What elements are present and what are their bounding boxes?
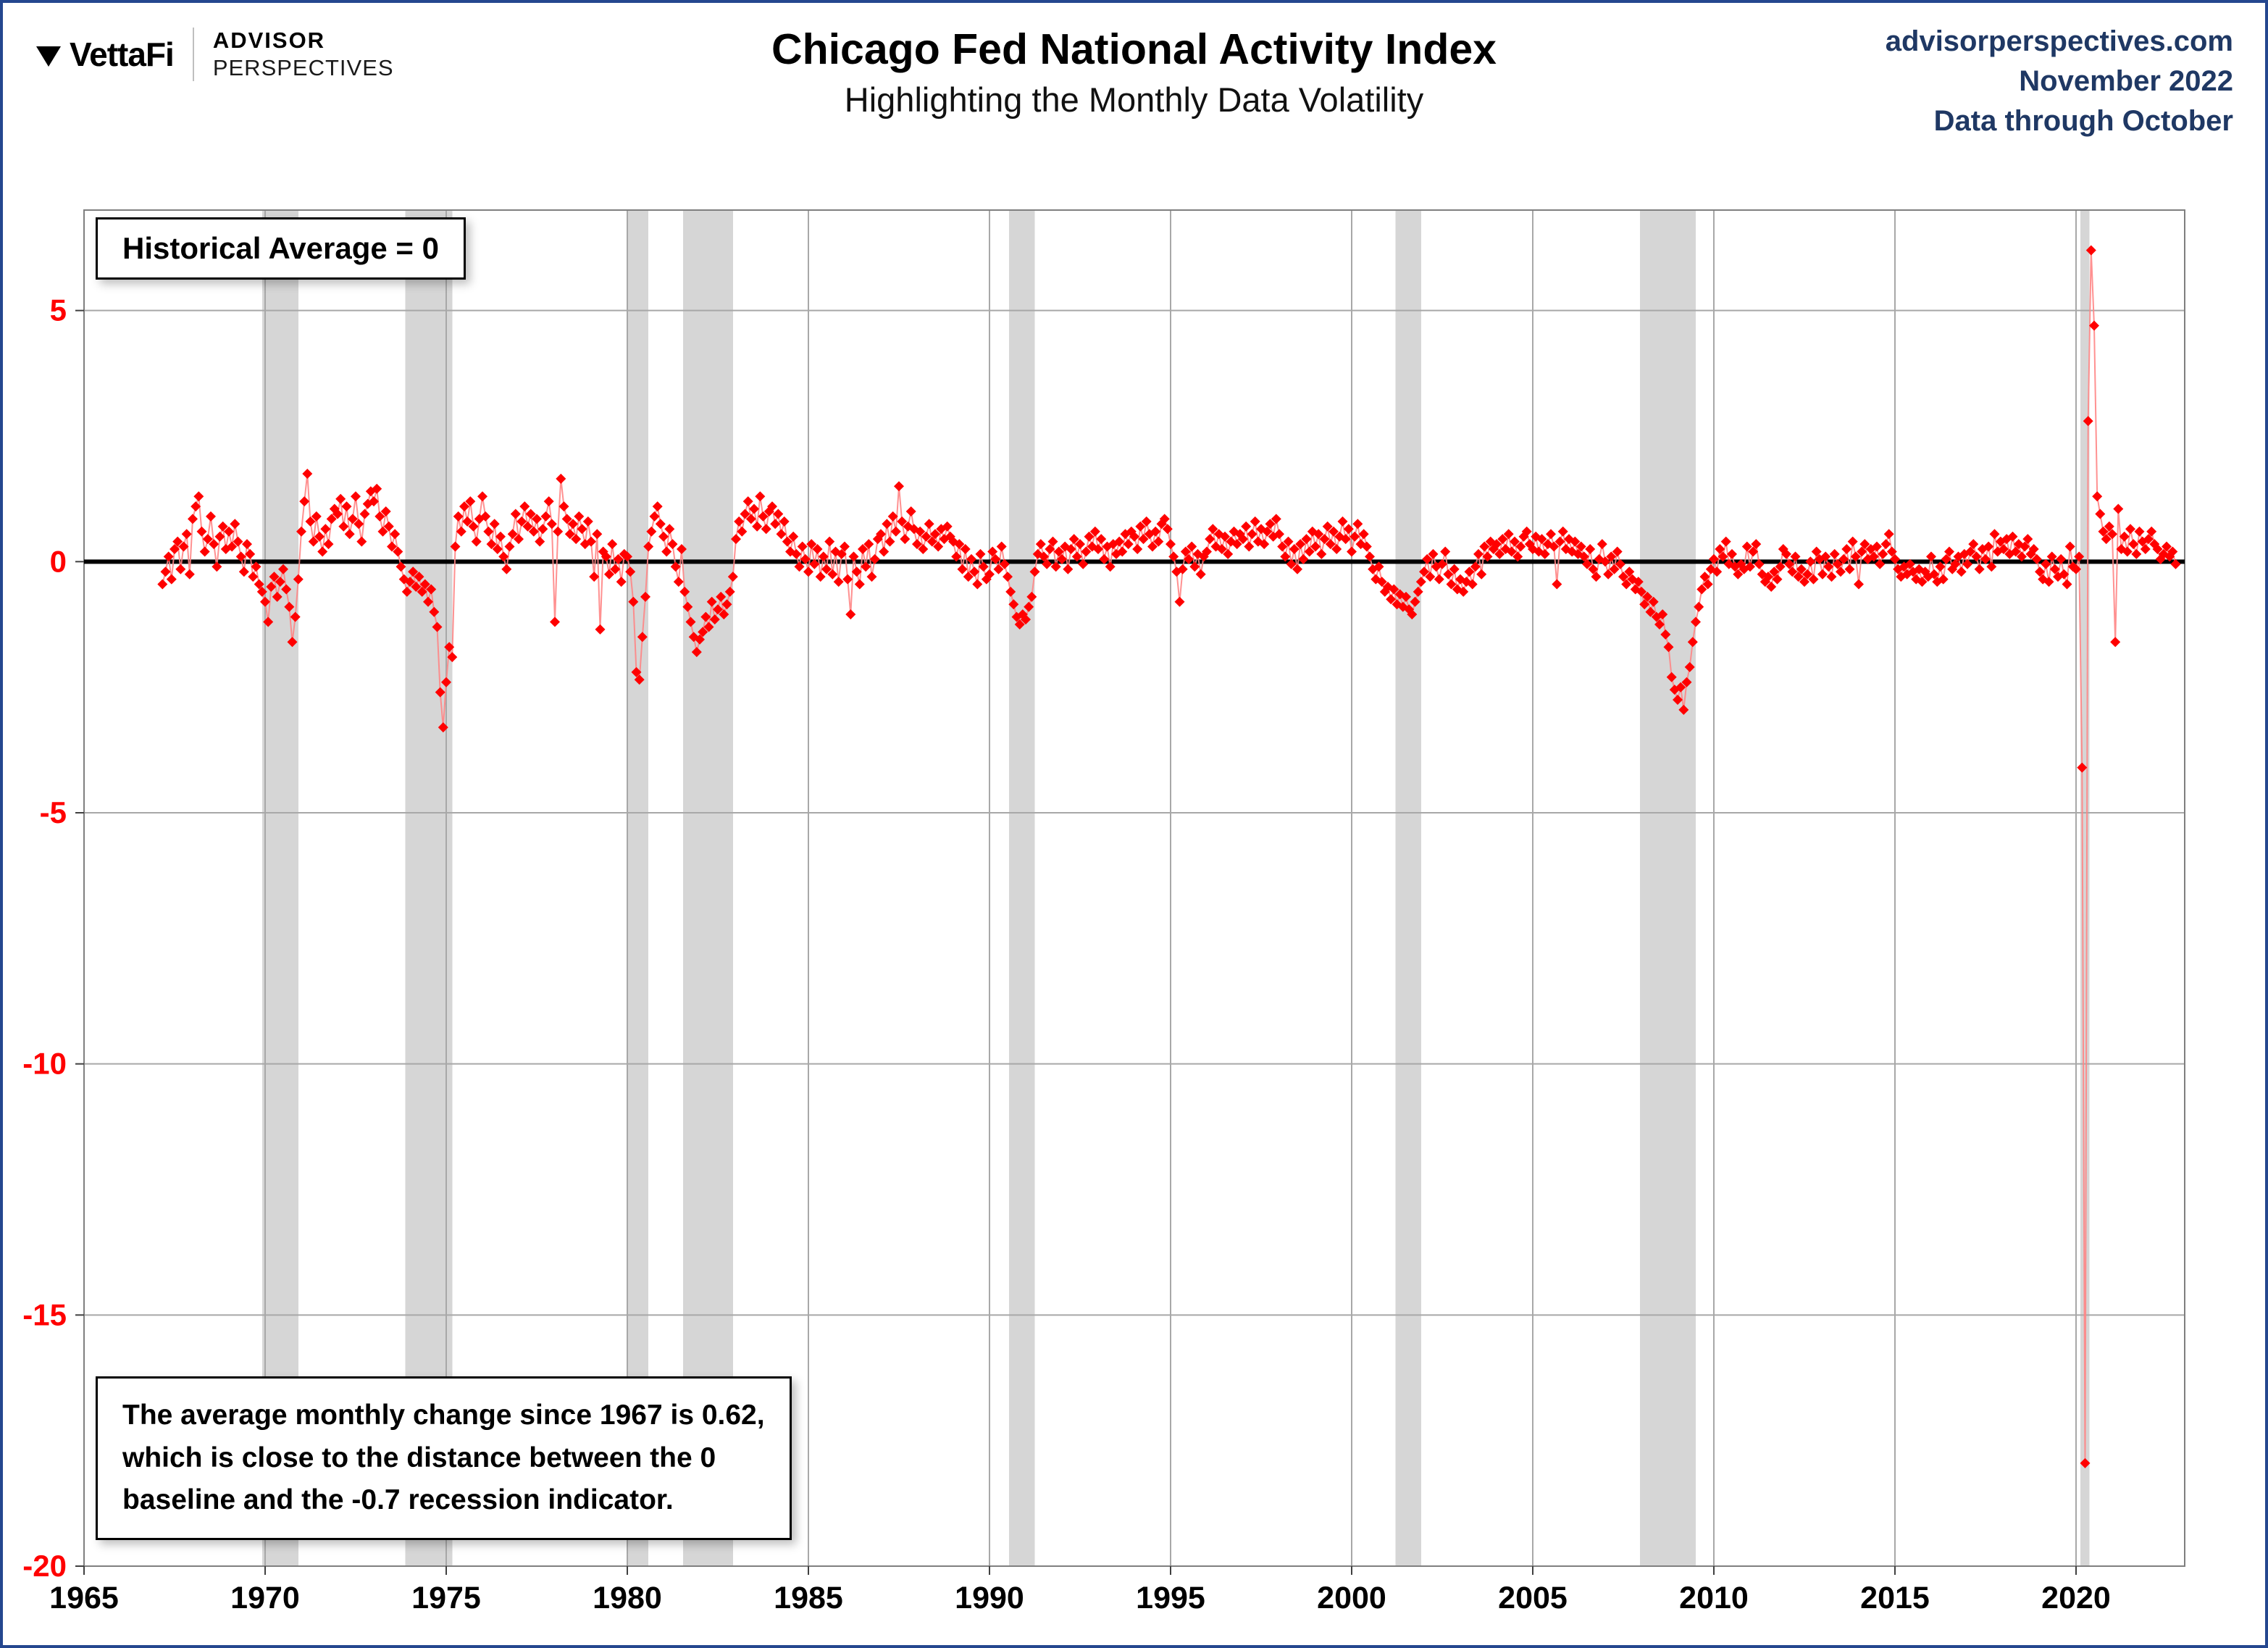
source-block: advisorperspectives.com November 2022 Da… xyxy=(1886,22,2233,142)
brand-block: VettaFi ADVISOR PERSPECTIVES xyxy=(36,28,394,81)
svg-text:2010: 2010 xyxy=(1679,1581,1749,1615)
svg-text:-15: -15 xyxy=(22,1297,67,1331)
note-line-3: baseline and the -0.7 recession indicato… xyxy=(122,1484,674,1515)
historical-average-label: Historical Average = 0 xyxy=(96,217,466,280)
cfnai-chart: 1965 1970 1975 1980 1985 1990 1995 2000 2005 2010… xyxy=(22,209,2185,1615)
svg-text:-20: -20 xyxy=(22,1549,67,1583)
y-tick-labels: 5 0 -5 -10 -15 -20 xyxy=(22,293,67,1583)
svg-text:1985: 1985 xyxy=(774,1581,843,1615)
vettafi-logo-text: VettaFi xyxy=(70,35,175,73)
gridlines xyxy=(84,210,2185,1567)
svg-text:-5: -5 xyxy=(40,795,67,829)
chart-title: Chicago Fed National Activity Index xyxy=(771,25,1497,73)
tick-marks xyxy=(75,309,2077,1575)
source-coverage: Data through October xyxy=(1933,105,2233,138)
average-change-note: The average monthly change since 1967 is… xyxy=(96,1376,792,1540)
vettafi-logo: VettaFi xyxy=(36,35,175,74)
advisor-logo-line2: PERSPECTIVES xyxy=(212,55,394,80)
plot-frame xyxy=(83,209,2185,1567)
svg-text:1970: 1970 xyxy=(230,1581,300,1615)
title-block: Chicago Fed National Activity Index High… xyxy=(3,25,2265,120)
advisor-perspectives-logo: ADVISOR PERSPECTIVES xyxy=(213,28,394,81)
note-line-2: which is close to the distance between t… xyxy=(122,1442,716,1473)
svg-text:5: 5 xyxy=(50,293,67,327)
brand-divider xyxy=(192,28,194,81)
vettafi-mark-icon xyxy=(36,46,61,67)
svg-text:1975: 1975 xyxy=(411,1581,481,1615)
svg-text:-10: -10 xyxy=(22,1047,67,1081)
svg-text:2000: 2000 xyxy=(1317,1581,1386,1615)
x-tick-labels: 1965 1970 1975 1980 1985 1990 1995 2000 2005 2010… xyxy=(49,1581,2111,1615)
svg-text:1990: 1990 xyxy=(955,1581,1024,1615)
svg-text:2020: 2020 xyxy=(2041,1581,2111,1615)
series-line xyxy=(162,250,2177,1463)
source-site: advisorperspectives.com xyxy=(1885,25,2233,57)
svg-text:2005: 2005 xyxy=(1498,1581,1568,1615)
recession-bands xyxy=(262,210,2090,1566)
note-line-1: The average monthly change since 1967 is… xyxy=(122,1400,765,1431)
advisor-logo-line1: ADVISOR xyxy=(212,28,326,53)
svg-text:1965: 1965 xyxy=(49,1581,119,1615)
svg-text:1980: 1980 xyxy=(593,1581,662,1615)
svg-text:2015: 2015 xyxy=(1860,1581,1930,1615)
data-point-markers xyxy=(157,245,2181,1468)
chart-subtitle: Highlighting the Monthly Data Volatility xyxy=(844,80,1424,119)
svg-text:0: 0 xyxy=(50,544,67,578)
source-date: November 2022 xyxy=(2019,65,2233,98)
svg-text:1995: 1995 xyxy=(1136,1581,1205,1615)
